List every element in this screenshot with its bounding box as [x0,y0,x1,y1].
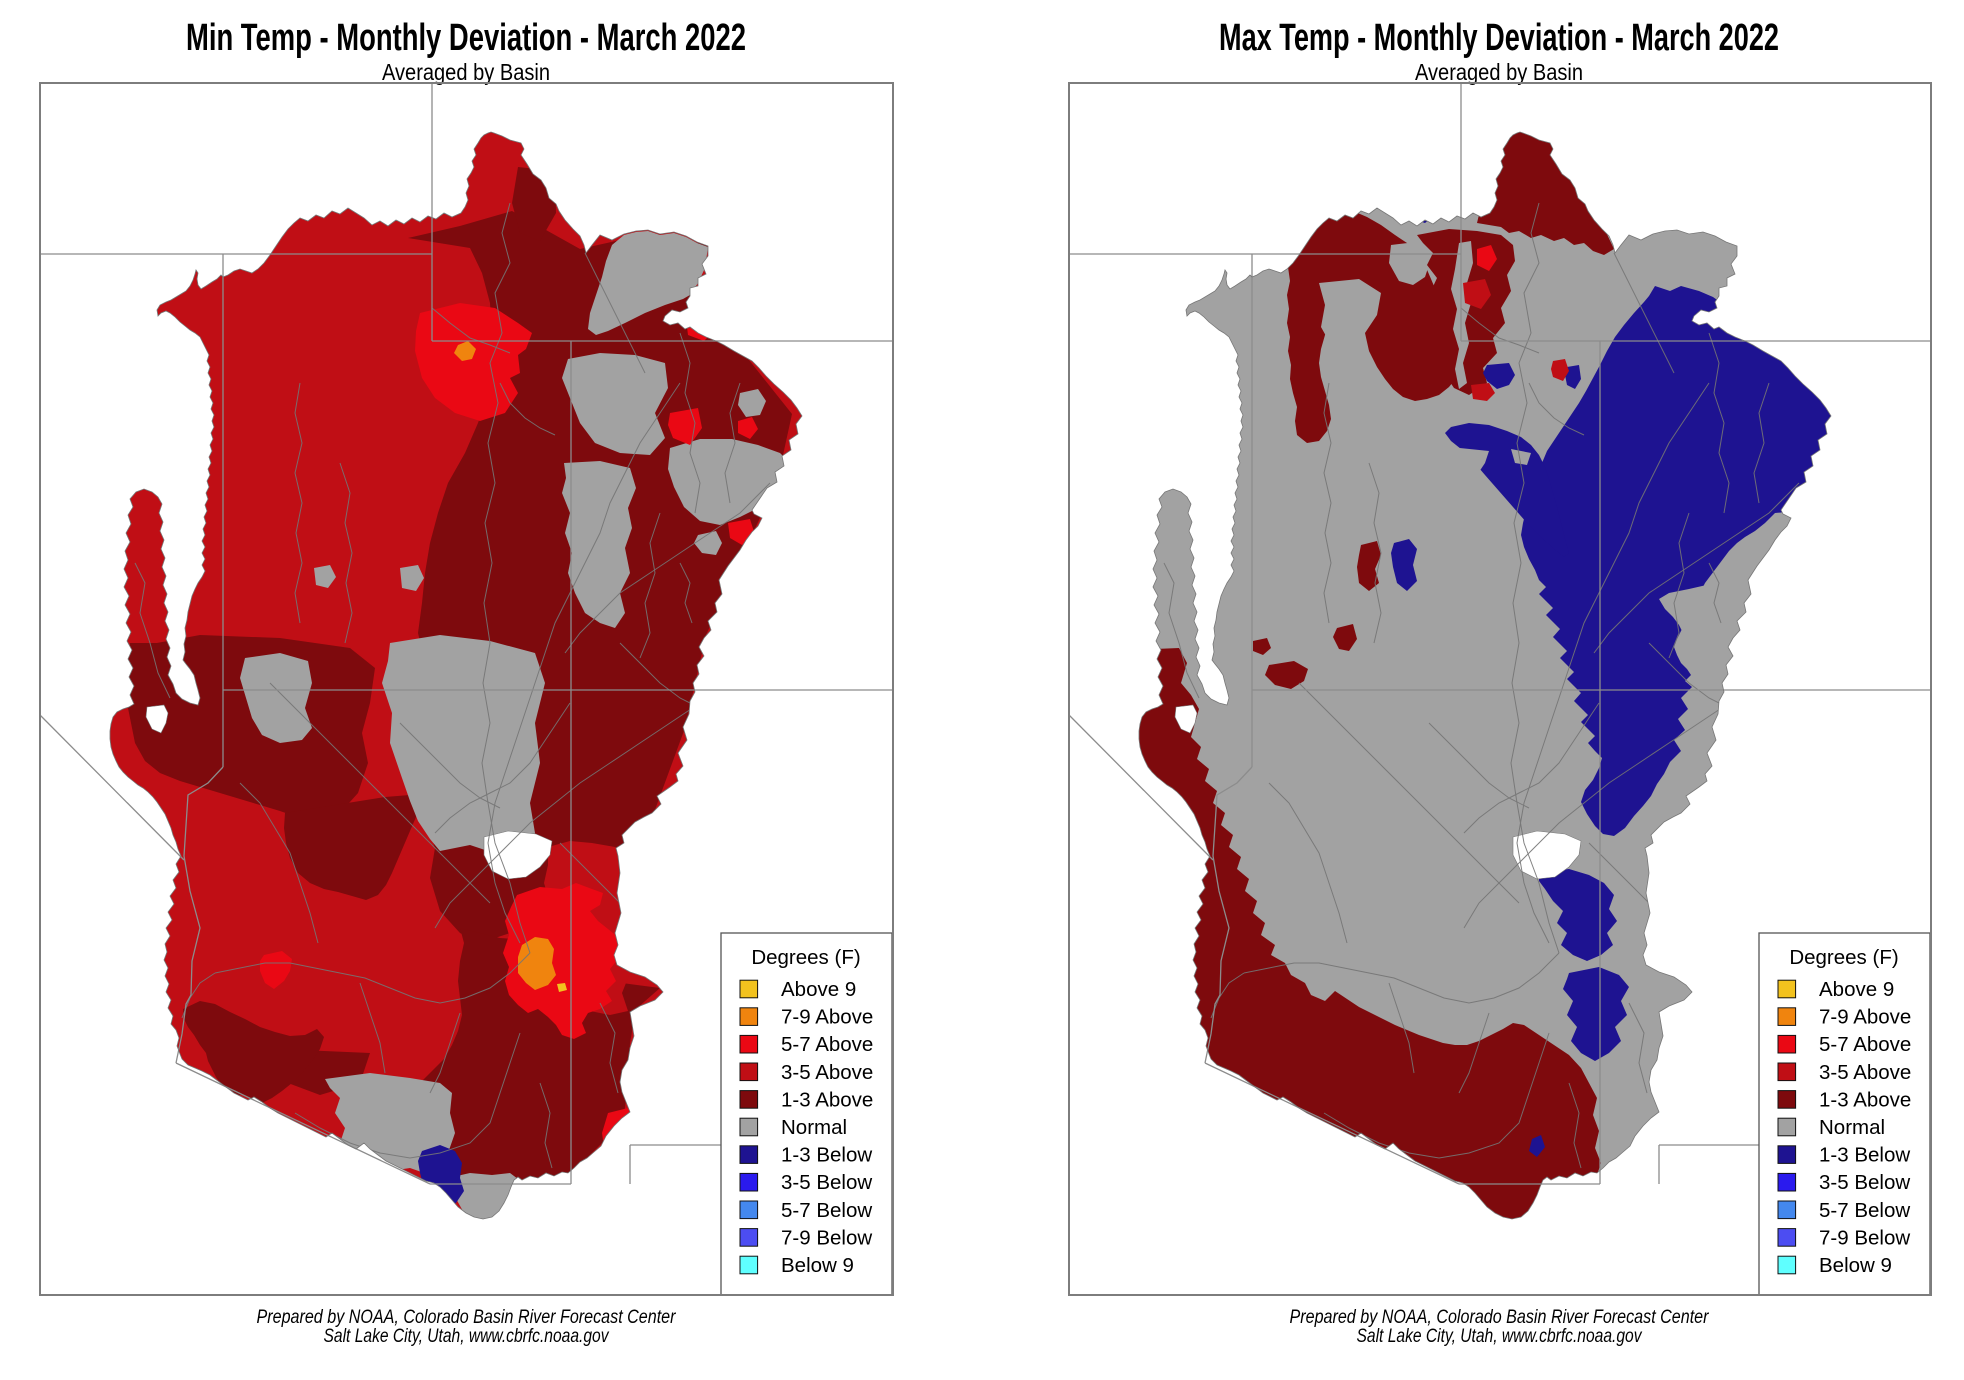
svg-text:1-3 Below: 1-3 Below [781,1144,872,1167]
svg-text:1-3 Below: 1-3 Below [1819,1144,1910,1167]
svg-text:7-9 Above: 7-9 Above [1819,1006,1911,1029]
svg-text:Normal: Normal [781,1116,847,1139]
svg-text:Below 9: Below 9 [781,1254,854,1277]
svg-text:5-7 Below: 5-7 Below [781,1199,872,1222]
svg-text:Prepared by NOAA, Colorado Bas: Prepared by NOAA, Colorado Basin River F… [257,1307,677,1328]
svg-text:7-9 Above: 7-9 Above [781,1006,873,1029]
svg-text:3-5 Above: 3-5 Above [1819,1061,1911,1084]
svg-text:Degrees (F): Degrees (F) [1789,946,1898,969]
svg-text:5-7 Above: 5-7 Above [781,1033,873,1056]
svg-text:Above 9: Above 9 [1819,978,1894,1001]
svg-text:1-3 Above: 1-3 Above [781,1088,873,1111]
svg-text:Salt Lake City, Utah, www.cbrf: Salt Lake City, Utah, www.cbrfc.noaa.gov [324,1326,610,1347]
svg-text:Degrees (F): Degrees (F) [751,946,860,969]
svg-text:7-9 Below: 7-9 Below [781,1226,872,1249]
svg-text:3-5 Below: 3-5 Below [781,1171,872,1194]
svg-text:Salt Lake City, Utah, www.cbrf: Salt Lake City, Utah, www.cbrfc.noaa.gov [1357,1326,1643,1347]
svg-text:Averaged by Basin: Averaged by Basin [1415,59,1583,85]
svg-text:7-9 Below: 7-9 Below [1819,1226,1910,1249]
svg-text:1-3 Above: 1-3 Above [1819,1088,1911,1111]
svg-text:3-5 Above: 3-5 Above [781,1061,873,1084]
svg-text:5-7 Below: 5-7 Below [1819,1199,1910,1222]
svg-text:Max Temp - Monthly Deviation -: Max Temp - Monthly Deviation - March 202… [1219,17,1779,59]
svg-text:5-7 Above: 5-7 Above [1819,1033,1911,1056]
svg-text:3-5 Below: 3-5 Below [1819,1171,1910,1194]
svg-text:Prepared by NOAA, Colorado Bas: Prepared by NOAA, Colorado Basin River F… [1290,1307,1710,1328]
svg-text:Above 9: Above 9 [781,978,856,1001]
svg-text:Normal: Normal [1819,1116,1885,1139]
svg-text:Below 9: Below 9 [1819,1254,1892,1277]
svg-text:Min Temp - Monthly Deviation -: Min Temp - Monthly Deviation - March 202… [186,17,746,59]
svg-text:Averaged by Basin: Averaged by Basin [382,59,550,85]
